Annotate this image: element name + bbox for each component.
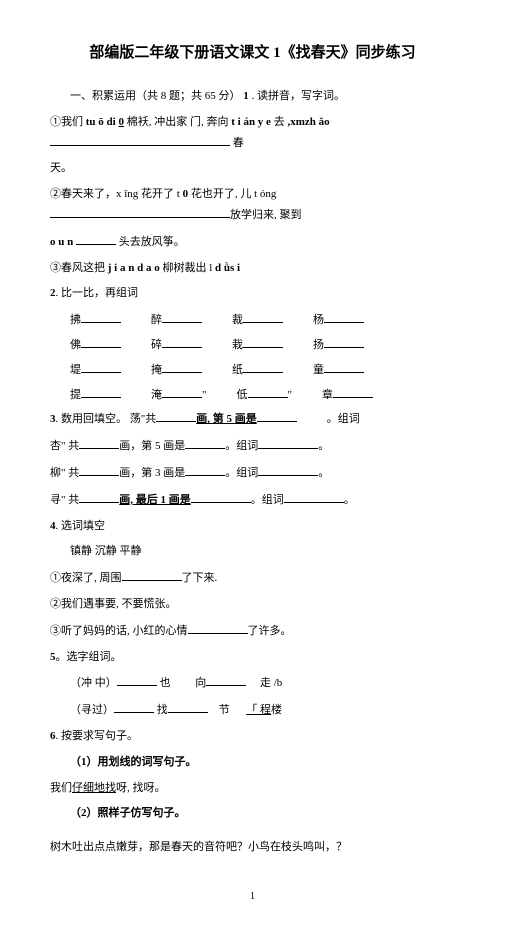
q1-line1: ①我们 tu ō di 0 棉袄, 冲出家 门, 奔向 t i án y e 去… xyxy=(50,113,455,154)
q6-sub1-text: 我们仔细地找呀, 找呀。 xyxy=(50,779,455,799)
q6-header: 6. 按要求写句子。 xyxy=(50,727,455,747)
q6-sub2-text: 树木吐出点点嫩芽，那是春天的音符吧？小鸟在枝头鸣叫，？ xyxy=(50,838,455,858)
word-grid: 拂 醉 裁 杨 佛 碎 栽 扬 堤 掩 纸 童 提 淹" 低" 章 xyxy=(70,310,455,405)
q4-words: 镇静 沉静 平静 xyxy=(70,542,455,562)
q5-row2: （寻过） 找 节 「 程楼 xyxy=(70,700,455,721)
q4-2: ②我们遇事要, 不要慌张。 xyxy=(50,595,455,615)
q1-line3: ②春天来了，x ǐng 花开了 t 0 花也开了, 儿 t óng 放学归来, … xyxy=(50,185,455,226)
q2-header: 2. 比一比，再组词 xyxy=(50,284,455,304)
q1-line4: o u n 头去放风筝。 xyxy=(50,232,455,253)
page-title: 部编版二年级下册语文课文 1《找春天》同步练习 xyxy=(50,40,455,67)
q1-line2: 天。 xyxy=(50,159,455,179)
q5-row1: （冲 中） 也 向 走 /b xyxy=(70,673,455,694)
q3-line3: 柳" 共画，第 3 画是。组词。 xyxy=(50,463,455,484)
q3-header: 3. 数用回填空。 荡"共画, 第 5 画是。组词 xyxy=(50,409,455,430)
q1-line5: ③春风这把 j i a n d a o 柳树裁出 l d ǜs i xyxy=(50,259,455,279)
q4-3: ③听了妈妈的话, 小红的心情了许多。 xyxy=(50,621,455,642)
q1-header: 一、积累运用（共 8 题；共 65 分） 1 . 读拼音，写字词。 xyxy=(70,87,455,107)
q3-line4: 寻" 共画, 最后 1 画是。组词。 xyxy=(50,490,455,511)
q6-sub1: （1）用划线的词写句子。 xyxy=(70,753,455,773)
q5-header: 5。选字组词。 xyxy=(50,648,455,668)
q4-1: ①夜深了, 周围了下来. xyxy=(50,568,455,589)
q3-line2: 杏" 共画，第 5 画是。组词。 xyxy=(50,436,455,457)
q6-sub2: （2）照样子仿写句子。 xyxy=(70,804,455,824)
q4-header: 4. 选词填空 xyxy=(50,517,455,537)
page-number: 1 xyxy=(50,888,455,906)
